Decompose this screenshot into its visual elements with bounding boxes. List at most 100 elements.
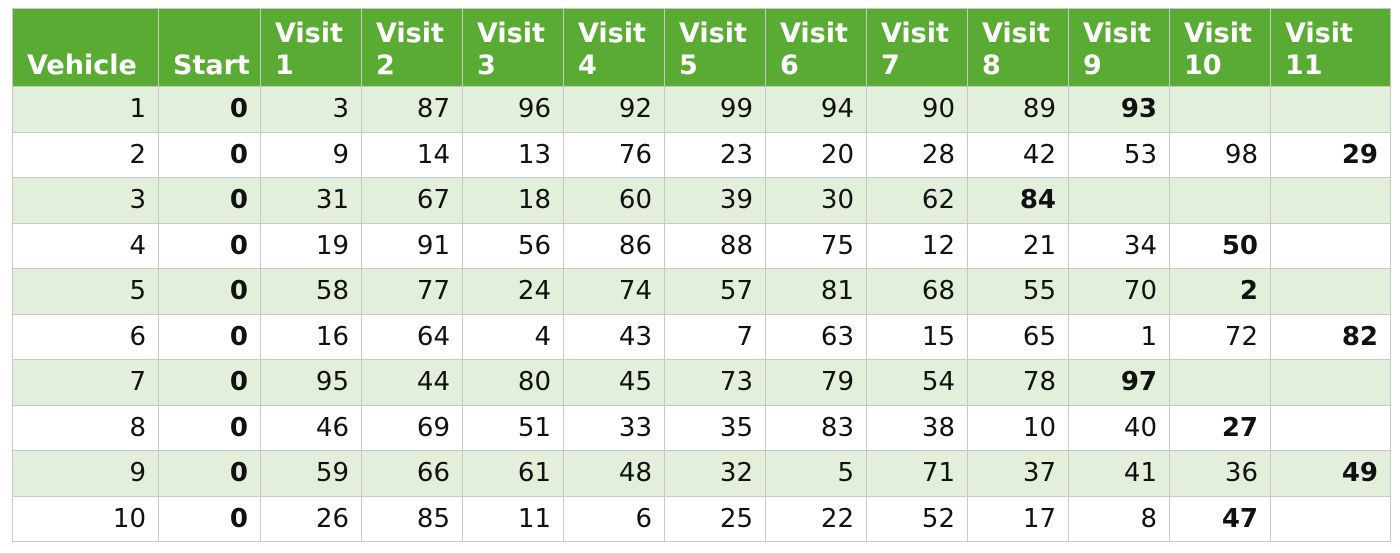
- column-header-label: 1: [275, 50, 294, 81]
- visit-cell: 11: [462, 495, 564, 542]
- visit-cell: 71: [866, 450, 968, 497]
- vehicle-cell: 9: [12, 450, 159, 497]
- column-header-label: Visit: [881, 18, 949, 49]
- visit-cell: 14: [361, 131, 463, 178]
- visit-cell: 57: [664, 268, 766, 315]
- visit-cell: 77: [361, 268, 463, 315]
- column-header-label: Visit: [679, 18, 747, 49]
- visit-cell: 3: [260, 86, 362, 133]
- visit-cell: 99: [664, 86, 766, 133]
- visit-cell: 84: [967, 177, 1069, 224]
- visit-cell: [1270, 268, 1391, 315]
- visit-cell: [1270, 404, 1391, 451]
- visit-cell: 66: [361, 450, 463, 497]
- visit-cell: 82: [1270, 313, 1391, 360]
- visit-cell: 43: [563, 313, 665, 360]
- column-header: Visit 6: [765, 8, 867, 87]
- vehicle-cell: 4: [12, 222, 159, 269]
- column-header: Visit 5: [664, 8, 766, 87]
- visit-cell: [1270, 86, 1391, 133]
- header-row: Vehicle Start Visit 1 Visit 2 Visit 3 Visit 4 Vis…: [12, 8, 1391, 87]
- table-row: 9 0 59 66 61 48 32 5 71 37 41 36 49: [12, 450, 1391, 497]
- visit-cell: 80: [462, 359, 564, 406]
- vehicle-cell: 8: [12, 404, 159, 451]
- visit-cell: 96: [462, 86, 564, 133]
- column-header-label: 11: [1285, 50, 1323, 81]
- visit-cell: 45: [563, 359, 665, 406]
- column-header-label: Visit: [1184, 18, 1252, 49]
- visit-cell: 78: [967, 359, 1069, 406]
- start-cell: 0: [158, 450, 261, 497]
- visit-cell: 49: [1270, 450, 1391, 497]
- visit-cell: 19: [260, 222, 362, 269]
- visit-cell: 81: [765, 268, 867, 315]
- visit-cell: 79: [765, 359, 867, 406]
- vehicle-route-table: Vehicle Start Visit 1 Visit 2 Visit 3 Visit 4 Vis…: [12, 8, 1391, 542]
- table-header: Vehicle Start Visit 1 Visit 2 Visit 3 Visit 4 Vis…: [12, 8, 1391, 87]
- visit-cell: 12: [866, 222, 968, 269]
- visit-cell: 7: [664, 313, 766, 360]
- visit-cell: 50: [1169, 222, 1271, 269]
- start-cell: 0: [158, 86, 261, 133]
- visit-cell: 73: [664, 359, 766, 406]
- vehicle-cell: 6: [12, 313, 159, 360]
- visit-cell: 42: [967, 131, 1069, 178]
- column-header-label: Visit: [376, 18, 444, 49]
- visit-cell: 29: [1270, 131, 1391, 178]
- visit-cell: 76: [563, 131, 665, 178]
- visit-cell: 27: [1169, 404, 1271, 451]
- visit-cell: 93: [1068, 86, 1170, 133]
- visit-cell: 28: [866, 131, 968, 178]
- column-header: Visit 2: [361, 8, 463, 87]
- visit-cell: 20: [765, 131, 867, 178]
- visit-cell: 75: [765, 222, 867, 269]
- column-header-label: 7: [881, 50, 900, 81]
- visit-cell: 44: [361, 359, 463, 406]
- visit-cell: 4: [462, 313, 564, 360]
- column-header-label: 5: [679, 50, 698, 81]
- visit-cell: 25: [664, 495, 766, 542]
- visit-cell: 37: [967, 450, 1069, 497]
- visit-cell: 94: [765, 86, 867, 133]
- visit-cell: 1: [1068, 313, 1170, 360]
- column-header: Visit 11: [1270, 8, 1391, 87]
- start-cell: 0: [158, 359, 261, 406]
- visit-cell: 36: [1169, 450, 1271, 497]
- vehicle-cell: 5: [12, 268, 159, 315]
- start-cell: 0: [158, 313, 261, 360]
- visit-cell: [1169, 86, 1271, 133]
- visit-cell: 60: [563, 177, 665, 224]
- visit-cell: [1270, 222, 1391, 269]
- visit-cell: 40: [1068, 404, 1170, 451]
- visit-cell: 48: [563, 450, 665, 497]
- start-cell: 0: [158, 131, 261, 178]
- vehicle-cell: 7: [12, 359, 159, 406]
- table-row: 6 0 16 64 4 43 7 63 15 65 1 72 82: [12, 313, 1391, 360]
- visit-cell: 59: [260, 450, 362, 497]
- route-table-container: Vehicle Start Visit 1 Visit 2 Visit 3 Visit 4 Vis…: [12, 8, 1391, 542]
- visit-cell: 89: [967, 86, 1069, 133]
- column-header-label: 4: [578, 50, 597, 81]
- visit-cell: 87: [361, 86, 463, 133]
- column-header-label: [27, 18, 148, 50]
- visit-cell: [1270, 495, 1391, 542]
- column-header-label: [173, 18, 250, 50]
- visit-cell: 92: [563, 86, 665, 133]
- visit-cell: 88: [664, 222, 766, 269]
- start-cell: 0: [158, 222, 261, 269]
- vehicle-cell: 10: [12, 495, 159, 542]
- column-header: Start: [158, 8, 261, 87]
- column-header-label: 2: [376, 50, 395, 81]
- column-header-label: Visit: [982, 18, 1050, 49]
- visit-cell: 24: [462, 268, 564, 315]
- visit-cell: 69: [361, 404, 463, 451]
- start-cell: 0: [158, 177, 261, 224]
- column-header: Visit 9: [1068, 8, 1170, 87]
- visit-cell: 21: [967, 222, 1069, 269]
- visit-cell: 55: [967, 268, 1069, 315]
- table-row: 8 0 46 69 51 33 35 83 38 10 40 27: [12, 404, 1391, 451]
- visit-cell: [1169, 359, 1271, 406]
- column-header: Visit 1: [260, 8, 362, 87]
- visit-cell: 97: [1068, 359, 1170, 406]
- table-row: 10 0 26 85 11 6 25 22 52 17 8 47: [12, 495, 1391, 542]
